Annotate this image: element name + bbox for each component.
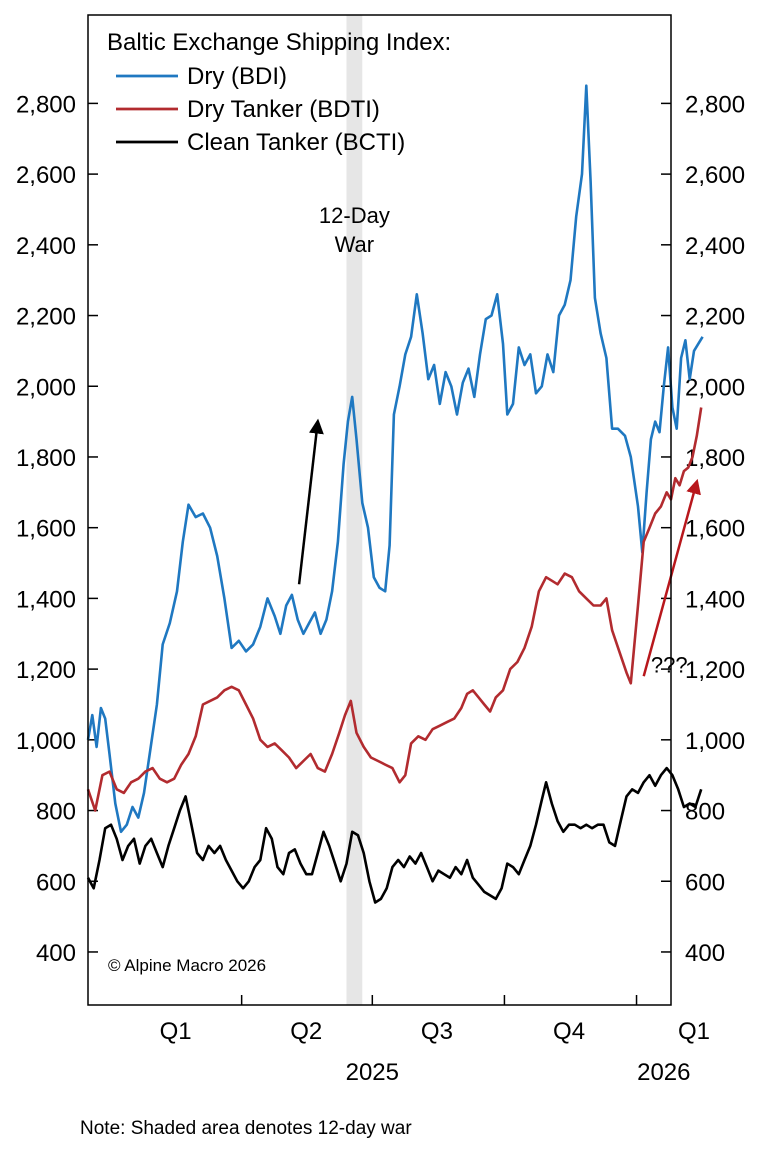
y-tick-label-left: 800 <box>36 799 76 826</box>
copyright: © Alpine Macro 2026 <box>108 956 266 975</box>
y-tick-label-right: 1,000 <box>685 728 745 755</box>
x-year-label: 2026 <box>637 1059 690 1086</box>
series-line-2 <box>86 766 703 904</box>
plot-frame <box>87 14 672 1006</box>
legend-label-0: Dry (BDI) <box>187 63 287 90</box>
legend-title: Baltic Exchange Shipping Index: <box>107 29 451 56</box>
x-year-label: 2025 <box>346 1059 399 1086</box>
series-line-0 <box>86 84 704 834</box>
y-tick-label-left: 1,200 <box>16 657 76 684</box>
x-tick-label: Q1 <box>160 1018 192 1045</box>
y-tick-label-left: 2,000 <box>16 374 76 401</box>
war-label-line2: War <box>335 232 375 257</box>
black-arrow <box>297 418 324 585</box>
y-tick-label-right: 2,400 <box>685 233 745 260</box>
x-tick-label: Q3 <box>421 1018 453 1045</box>
y-tick-label-left: 1,000 <box>16 728 76 755</box>
y-tick-label-right: 400 <box>685 940 725 967</box>
y-tick-label-left: 400 <box>36 940 76 967</box>
war-label-line1: 12-Day <box>319 203 390 228</box>
y-tick-label-right: 800 <box>685 799 725 826</box>
y-tick-label-left: 2,800 <box>16 91 76 118</box>
y-tick-label-right: 600 <box>685 869 725 896</box>
y-tick-label-left: 2,200 <box>16 304 76 331</box>
series-line-1 <box>86 407 703 812</box>
y-tick-label-left: 1,400 <box>16 586 76 613</box>
y-tick-label-left: 1,600 <box>16 516 76 543</box>
y-tick-label-right: 2,200 <box>685 304 745 331</box>
y-tick-label-right: 1,200 <box>685 657 745 684</box>
x-tick-label: Q4 <box>553 1018 585 1045</box>
footnote: Note: Shaded area denotes 12-day war <box>80 1118 412 1139</box>
x-tick-label: Q1 <box>678 1018 710 1045</box>
y-tick-label-right: 2,000 <box>685 374 745 401</box>
war-shading <box>346 15 363 1005</box>
legend-label-2: Clean Tanker (BCTI) <box>187 129 405 156</box>
y-tick-label-left: 2,400 <box>16 233 76 260</box>
x-tick-label: Q2 <box>290 1018 322 1045</box>
y-tick-label-right: 1,400 <box>685 586 745 613</box>
y-tick-label-right: 1,600 <box>685 516 745 543</box>
qmark-annotation: ??? <box>651 653 688 678</box>
y-tick-label-right: 2,800 <box>685 91 745 118</box>
y-tick-label-left: 1,800 <box>16 445 76 472</box>
y-tick-label-left: 2,600 <box>16 162 76 189</box>
shipping-index-chart: 400 400 600 600 800 800 1,000 1,000 1,200 1,200 1,… <box>16 14 745 1086</box>
y-tick-label-right: 2,600 <box>685 162 745 189</box>
legend-label-1: Dry Tanker (BDTI) <box>187 96 380 123</box>
y-tick-label-left: 600 <box>36 869 76 896</box>
